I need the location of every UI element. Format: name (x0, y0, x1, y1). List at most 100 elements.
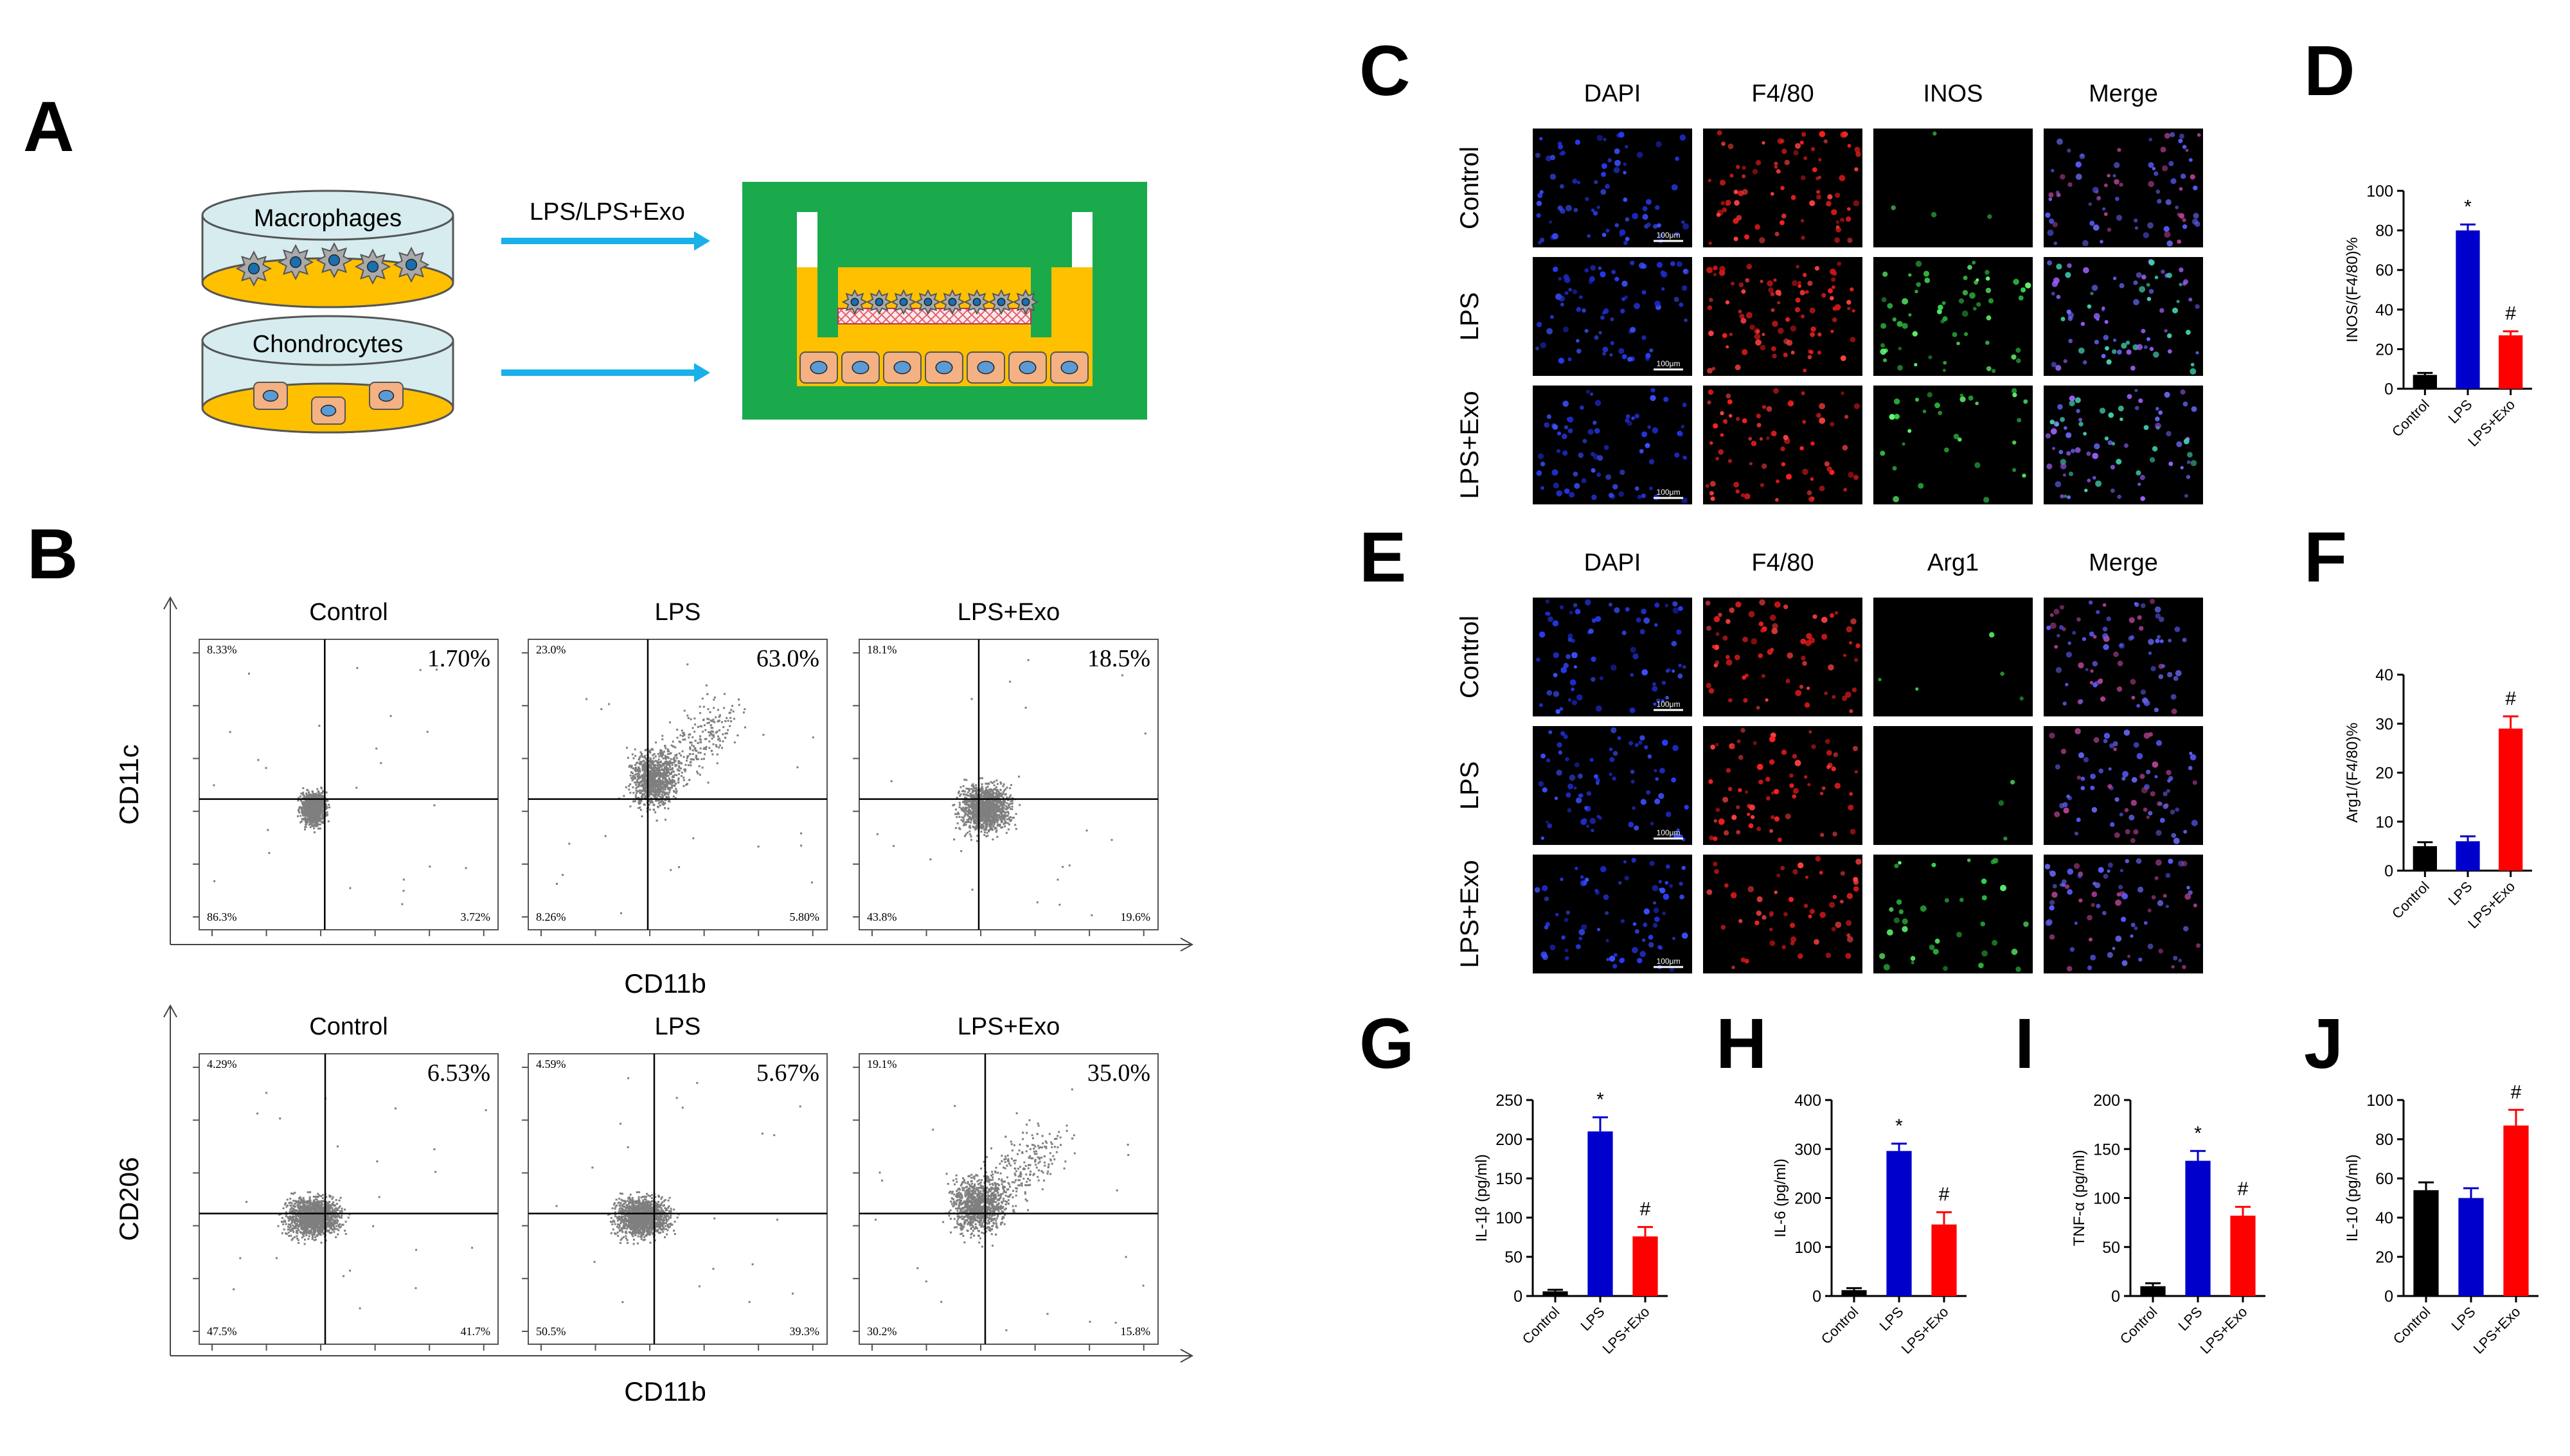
membrane (837, 308, 1031, 324)
quadrant-ll-value: 30.2% (867, 1325, 897, 1338)
panel-label-a: A (23, 87, 74, 166)
y-tick-label: 0 (2384, 380, 2393, 398)
flow-plot: Control 8.33% 1.70% 86.3% 3.72% (193, 599, 499, 936)
panel-label-g: G (1359, 1004, 1414, 1083)
macrophage-cell (316, 242, 353, 279)
chondrocyte-cell (1050, 351, 1089, 384)
panel-label-i: I (2015, 1004, 2035, 1083)
bar-chart-f: 0 10 20 30 40 Arg1/(F4/80)% Control LPS # LPS+Exo (2344, 666, 2532, 932)
row-label: Control (1456, 616, 1484, 698)
micrograph (2044, 257, 2203, 376)
bar-chart-i: 0 50 100 150 200 TNF-α (pg/ml) Control * LPS # LPS… (2071, 1092, 2265, 1357)
y-axis-label: TNF-α (pg/ml) (2071, 1150, 2088, 1247)
micrograph (1873, 257, 2033, 376)
y-axis-label: IL-6 (pg/ml) (1772, 1159, 1789, 1238)
insert-wall-left (817, 190, 838, 337)
micrograph (1873, 855, 2033, 973)
plot-frame (528, 639, 828, 930)
y-tick-label: 0 (2384, 862, 2393, 880)
y-tick-label: 50 (2102, 1239, 2120, 1257)
chondrocytes-label: Chondrocytes (253, 331, 403, 358)
bar (2230, 1215, 2256, 1296)
plot-frame (859, 639, 1159, 930)
y-tick-label: 60 (2375, 262, 2393, 280)
x-tick-label: Control (2389, 878, 2432, 922)
panel-label-f: F (2304, 518, 2347, 597)
y-tick-label: 200 (1495, 1131, 1522, 1149)
x-tick-label: LPS+Exo (2465, 396, 2518, 450)
y-axis-label: Arg1/(F4/80)% (2344, 722, 2361, 822)
panel-label-e: E (1359, 518, 1406, 597)
channel-label: F4/80 (1751, 80, 1814, 107)
insert-wall-right (1031, 190, 1051, 337)
y-tick-label: 20 (2375, 1248, 2393, 1266)
y-tick-label: 40 (2375, 1209, 2393, 1227)
quadrant-ll-value: 86.3% (207, 910, 237, 923)
quadrant-lr-value: 15.8% (1121, 1325, 1151, 1338)
bar (1931, 1224, 1957, 1296)
scale-bar-label: 100μm (1657, 700, 1681, 709)
macrophage-cell (1012, 289, 1039, 315)
flow-cytometry-panel-b: CD11c CD11b Control 8.33% 1.70% 86.3% 3.72% LPS… (114, 596, 1194, 1407)
bar (2456, 230, 2480, 389)
y-tick-label: 100 (2366, 182, 2393, 200)
row-label: LPS (1456, 292, 1484, 341)
y-tick-label: 250 (1495, 1092, 1522, 1110)
significance-mark: * (2464, 196, 2472, 217)
macrophage-cell (277, 244, 314, 281)
channel-label: INOS (1923, 80, 1983, 107)
micrograph (2044, 129, 2203, 247)
micrograph (1873, 598, 2033, 716)
quadrant-lr-value: 39.3% (790, 1325, 820, 1338)
micrograph (1703, 598, 1862, 716)
plot-title: Control (309, 1013, 388, 1040)
micrograph: 100μm (1533, 598, 1692, 716)
macrophage-cell (841, 289, 868, 315)
quadrant-ur-value: 5.67% (756, 1060, 819, 1087)
y-tick-label: 150 (2093, 1141, 2120, 1159)
y-tick-label: 100 (1495, 1209, 1522, 1227)
quadrant-lr-value: 41.7% (461, 1325, 491, 1338)
significance-mark: * (2194, 1123, 2202, 1144)
bar-chart-j: 0 20 40 60 80 100 IL-10 (pg/ml) Control LPS # LPS+… (2344, 1081, 2539, 1357)
schematic-panel-a: Macrophages Chondrocytes LPS/LPS+Exo (201, 182, 1147, 434)
panel-label-j: J (2304, 1004, 2343, 1083)
quadrant-ur-value: 6.53% (427, 1060, 490, 1087)
chondrocyte-cell (369, 382, 404, 410)
x-tick-label: LPS (1577, 1304, 1607, 1334)
y-tick-label: 80 (2375, 222, 2393, 240)
flow-plot: LPS 4.59% 5.67% 50.5% 39.3% (522, 1013, 828, 1351)
y-tick-label: 400 (1794, 1092, 1821, 1110)
y-tick-label: 0 (1513, 1288, 1522, 1306)
flow-plot: Control 4.29% 6.53% 47.5% 41.7% (193, 1013, 499, 1351)
chondrocyte-cell (967, 351, 1005, 384)
chondrocyte-cell (883, 351, 922, 384)
x-tick-label: Control (2117, 1304, 2161, 1347)
x-tick-label: LPS+Exo (2470, 1304, 2524, 1357)
significance-mark: * (1895, 1115, 1903, 1137)
y-tick-label: 0 (2111, 1288, 2120, 1306)
bar (2413, 846, 2437, 871)
quadrant-ul-value: 8.33% (207, 643, 237, 656)
y-tick-label: 30 (2375, 715, 2393, 733)
panel-label-c: C (1359, 31, 1410, 111)
micrograph (1703, 386, 1862, 504)
macrophage-cell (988, 289, 1015, 315)
y-tick-label: 40 (2375, 301, 2393, 319)
macrophage-cell (354, 248, 391, 285)
row-label: LPS (1456, 761, 1484, 810)
significance-mark: # (1939, 1184, 1950, 1205)
bar (2456, 841, 2480, 871)
scatter-dots (556, 663, 814, 914)
plot-frame (859, 1053, 1159, 1345)
microscopy-panel-e: DAPI F4/80 Arg1 Merge Control 100μm LPS 100μm LP… (1456, 549, 2203, 973)
macrophage-cell (235, 250, 272, 287)
flow-row: CD206 CD11b Control 4.29% 6.53% 47.5% 41.7% LPS… (114, 1004, 1194, 1407)
chondrocyte-cell (311, 396, 346, 425)
channel-label: Arg1 (1927, 549, 1979, 576)
significance-mark: # (1640, 1199, 1651, 1220)
quadrant-ur-value: 1.70% (427, 645, 490, 672)
y-tick-label: 40 (2375, 666, 2393, 684)
bar (2458, 1198, 2484, 1296)
